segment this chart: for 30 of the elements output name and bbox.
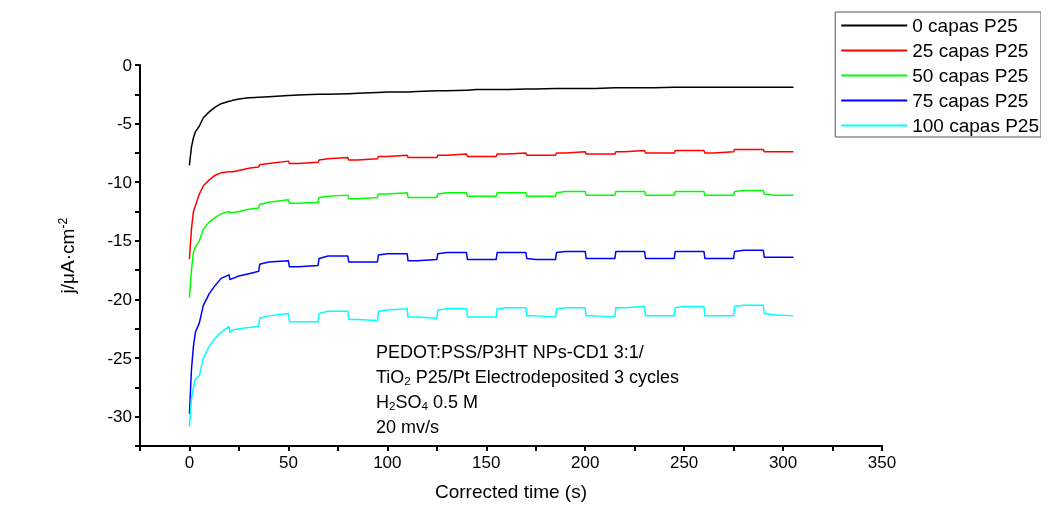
legend-label: 25 capas P25: [912, 40, 1029, 61]
x-tick-label: 0: [184, 453, 195, 472]
y-axis-title: j/μA·cm-2: [55, 217, 78, 295]
y-tick-label: -30: [107, 407, 132, 427]
annotation: PEDOT:PSS/P3HT NPs-CD1 3:1/: [376, 342, 644, 362]
legend-label: 100 capas P25: [912, 115, 1039, 136]
line-series: [188, 86, 794, 166]
legend-label: 0 capas P25: [912, 15, 1018, 36]
x-axis-title: Corrected time (s): [434, 481, 588, 502]
x-tick-label: 350: [867, 453, 897, 472]
annotation: H2SO4 0.5 M: [376, 392, 479, 413]
y-tick-label: -20: [107, 289, 132, 309]
legend-label: 75 capas P25: [912, 90, 1029, 111]
x-tick-label: 100: [373, 453, 402, 472]
legend-label: 50 capas P25: [912, 65, 1029, 86]
line-series: [188, 148, 794, 260]
x-tick-label: 150: [472, 453, 501, 472]
y-tick-label: 0: [122, 55, 132, 75]
y-tick-label: -15: [107, 231, 132, 251]
x-tick-label: 300: [768, 453, 798, 472]
y-tick-label: -5: [116, 114, 132, 134]
y-tick-label: -25: [107, 348, 132, 368]
x-tick-label: 250: [669, 453, 699, 472]
x-tick-label: 50: [278, 453, 298, 472]
x-tick-label: 200: [571, 453, 600, 472]
annotation: 20 mv/s: [376, 417, 440, 437]
line-series: [188, 189, 794, 298]
annotation: TiO2 P25/Pt Electrodeposited 3 cycles: [376, 367, 679, 388]
y-tick-label: -10: [107, 172, 132, 192]
line-series: [188, 249, 794, 414]
